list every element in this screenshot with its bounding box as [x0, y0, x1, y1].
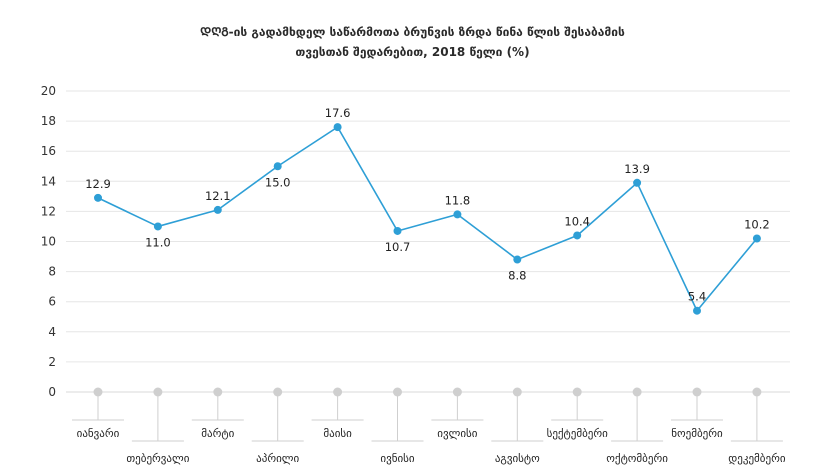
- data-label: 10.4: [564, 214, 590, 228]
- data-point: [153, 222, 162, 231]
- data-label: 10.7: [385, 240, 411, 254]
- y-tick-label-10: 10: [41, 235, 56, 249]
- data-label: 15.0: [265, 175, 291, 189]
- category-label: ოქტომბერი: [606, 452, 668, 465]
- series-line: [97, 126, 758, 312]
- data-label: 17.6: [325, 106, 351, 120]
- category-axis-dot: [512, 387, 522, 397]
- series-polyline: [97, 126, 758, 312]
- data-label: 8.8: [508, 269, 526, 283]
- category-axis-dot: [153, 387, 163, 397]
- category-axis-dot: [752, 387, 762, 397]
- category-label: აპრილი: [256, 452, 299, 465]
- chart-title-line-1: ᲓᲦᲒ-ის გადამხდელ საწარმოთა ბრუნვის ზრდა …: [200, 25, 625, 39]
- category-axis-dot: [692, 387, 702, 397]
- data-label: 12.1: [205, 189, 231, 203]
- category-axis-dot: [393, 387, 402, 397]
- category-axis-dot: [452, 387, 462, 397]
- category-labels: იანვარი თებერვალი მარტი აპრილი მაისი ივნისი ივ…: [77, 427, 786, 465]
- data-point: [633, 178, 642, 187]
- data-point: [513, 255, 522, 264]
- data-label: 11.8: [445, 193, 471, 207]
- category-label: აგვისტო: [495, 452, 540, 465]
- data-point: [273, 162, 282, 171]
- y-tick-label-0: 0: [48, 385, 56, 399]
- grid-lines: [66, 90, 790, 393]
- y-tick-label-6: 6: [48, 295, 56, 309]
- data-point: [693, 306, 701, 315]
- category-markers: [72, 387, 783, 442]
- data-point: [453, 210, 462, 219]
- data-label: 11.0: [145, 235, 171, 249]
- data-point: [94, 193, 102, 202]
- category-label: ივნისი: [380, 452, 415, 465]
- y-tick-label-4: 4: [48, 325, 56, 339]
- category-axis-dot: [273, 387, 283, 397]
- category-label: სექტემბერი: [547, 427, 609, 440]
- y-tick-label-12: 12: [41, 204, 56, 218]
- data-labels: 12.9 11.0 12.1 15.0 17.6 10.7 11.8 8.8 10.4 13.9 5…: [85, 106, 770, 304]
- data-point: [573, 231, 582, 240]
- y-tick-label-20: 20: [41, 84, 56, 98]
- data-label: 10.2: [744, 217, 770, 231]
- category-axis-dot: [93, 387, 103, 397]
- data-point: [752, 234, 761, 243]
- y-axis-ticks: 0 2 4 6 8 10 12 14 16 18 20: [41, 84, 56, 399]
- category-label: ნოემბერი: [671, 427, 723, 440]
- category-axis-dot: [333, 387, 343, 397]
- category-axis-dot: [632, 387, 642, 397]
- chart-title: ᲓᲦᲒ-ის გადამხდელ საწარმოთა ბრუნვის ზრდა …: [0, 22, 825, 62]
- data-label: 5.4: [688, 290, 706, 304]
- category-label: მაისი: [323, 427, 352, 440]
- y-tick-label-2: 2: [48, 355, 56, 369]
- chart-title-line-2: თვესთან შედარებით, 2018 წელი (%): [295, 45, 530, 59]
- category-label: თებერვალი: [126, 452, 189, 465]
- data-point: [333, 123, 342, 132]
- y-tick-label-8: 8: [48, 265, 56, 279]
- category-label: დეკემბერი: [728, 452, 786, 465]
- category-label: მარტი: [201, 427, 234, 440]
- data-point: [393, 226, 402, 235]
- y-tick-label-18: 18: [41, 114, 56, 128]
- category-axis-dot: [213, 387, 223, 397]
- category-axis-dot: [572, 387, 582, 397]
- y-tick-label-16: 16: [41, 144, 56, 158]
- data-label: 13.9: [624, 162, 650, 176]
- category-label: იანვარი: [77, 427, 120, 440]
- data-point: [213, 205, 222, 214]
- data-points: [94, 123, 761, 315]
- data-label: 12.9: [85, 177, 111, 191]
- y-tick-label-14: 14: [41, 174, 56, 188]
- category-label: ივლისი: [437, 427, 477, 440]
